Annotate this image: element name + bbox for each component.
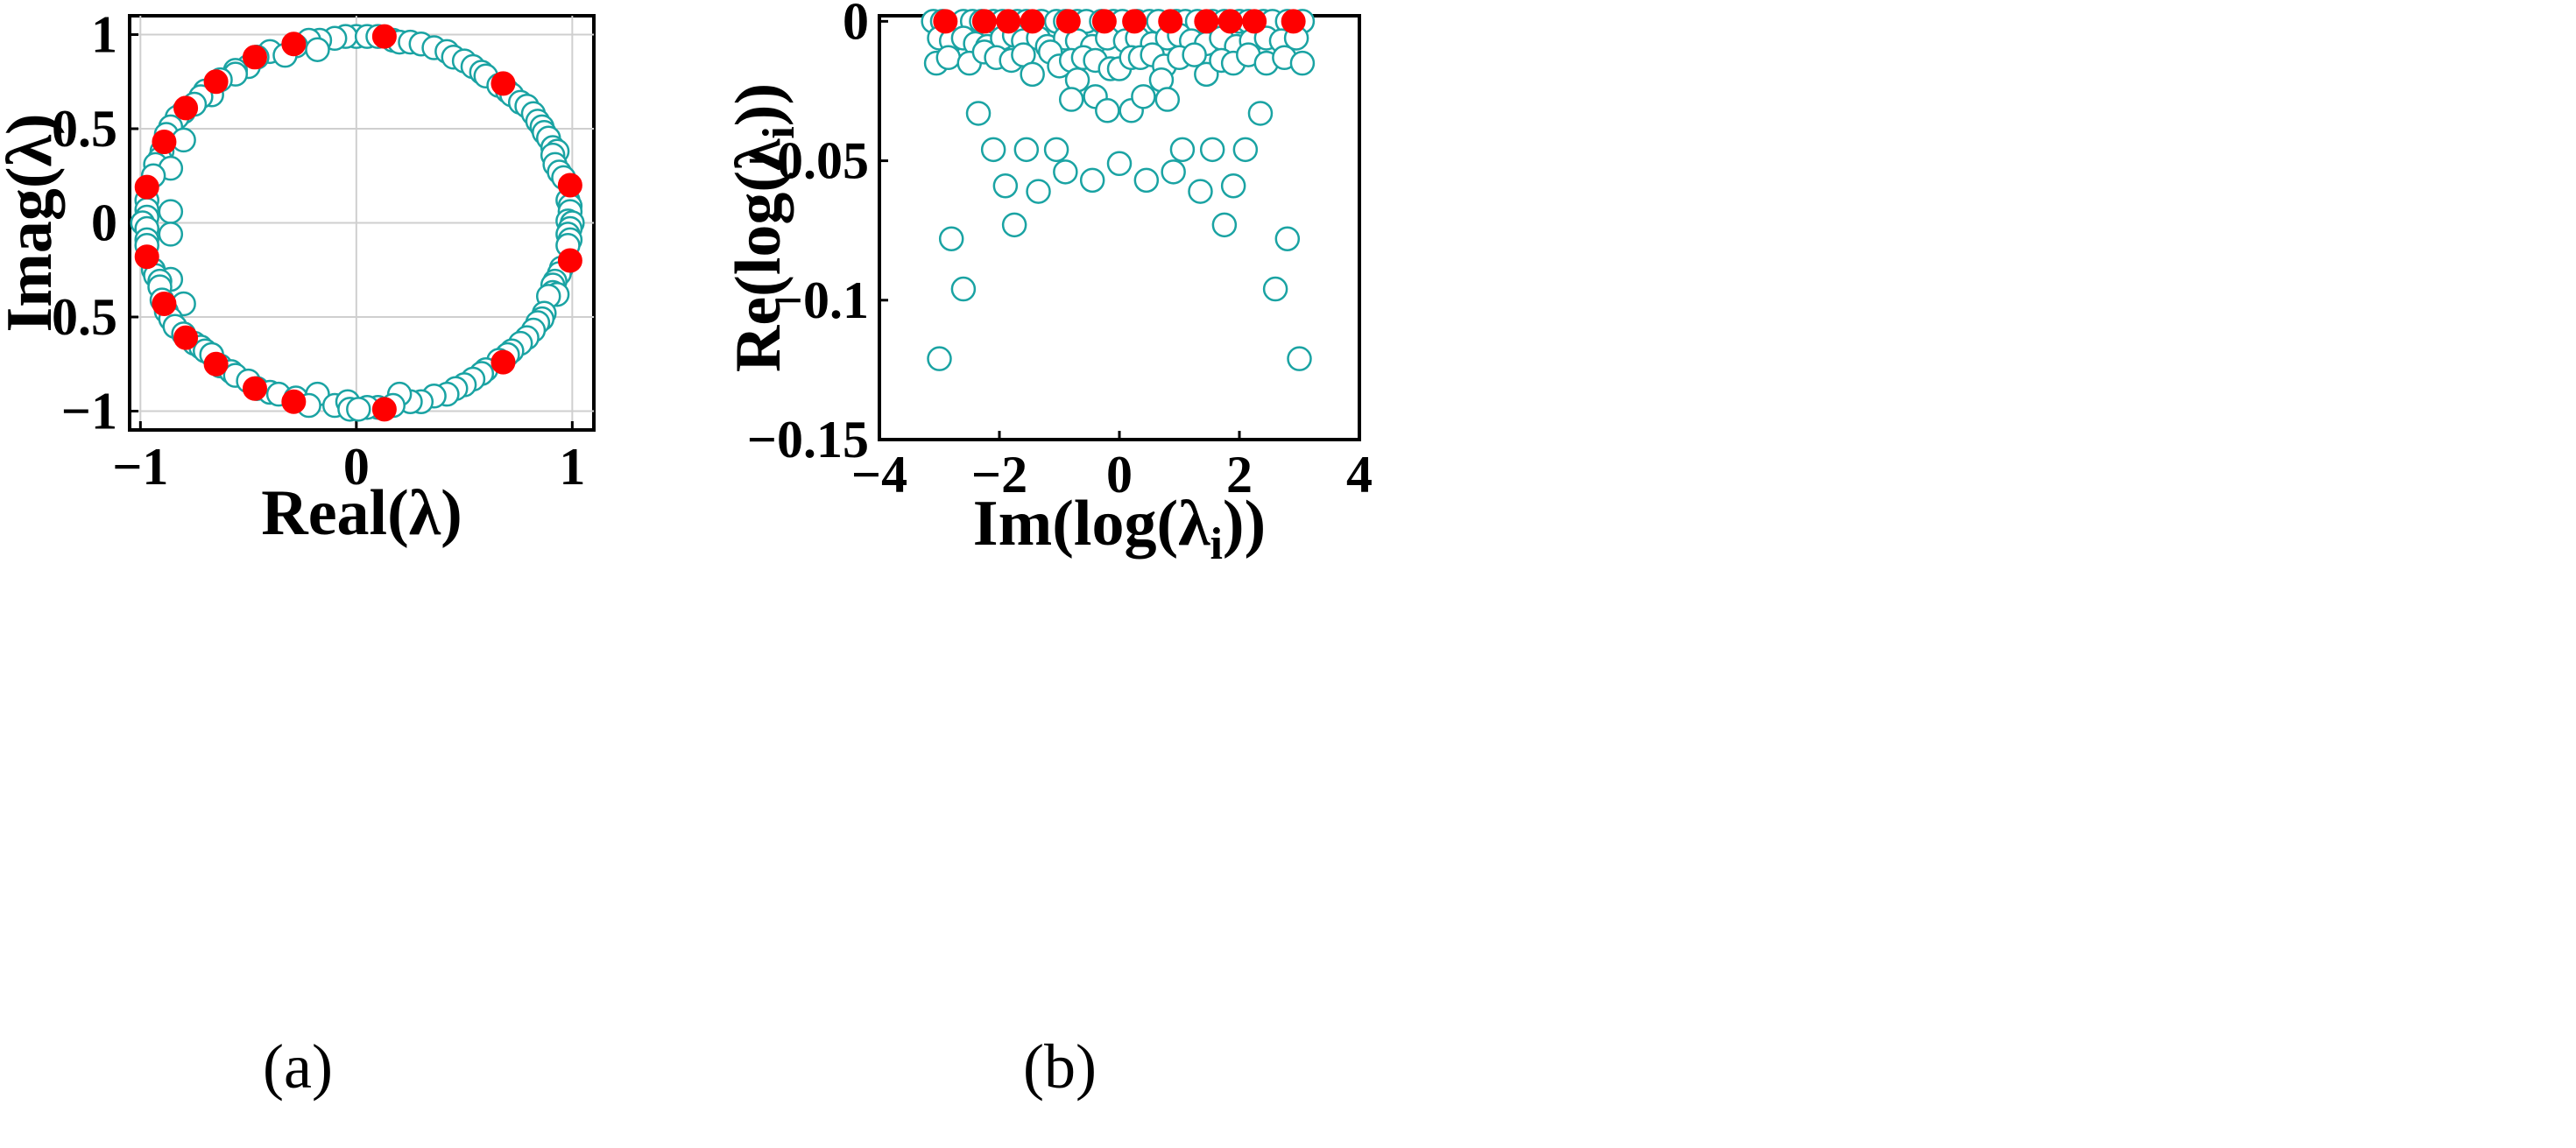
panel-b-y-tick-label: −0.1 bbox=[773, 271, 869, 329]
panel-a-x-tick-label: 0 bbox=[343, 438, 370, 496]
panel-a-eigenvalue-point bbox=[346, 397, 371, 422]
panel-a-highlight-point bbox=[557, 248, 582, 273]
panel-b-eigenvalue-point bbox=[1169, 137, 1196, 163]
panel-a-y-tick-label: 0 bbox=[91, 194, 117, 252]
panel-b-eigenvalue-point bbox=[927, 346, 952, 371]
panel-b-eigenvalue-point bbox=[980, 137, 1006, 163]
panel-b-eigenvalue-point bbox=[1262, 276, 1288, 302]
panel-b-eigenvalue-point bbox=[1095, 98, 1120, 123]
panel-b-eigenvalue-point bbox=[1182, 42, 1207, 67]
panel-b-y-tick-label: −0.15 bbox=[747, 411, 869, 468]
panel-b-highlight-point bbox=[1242, 9, 1267, 34]
panel-a-eigenvalue-point bbox=[158, 222, 184, 247]
panel-b-highlight-point bbox=[996, 9, 1021, 34]
panel-b-eigenvalue-point bbox=[1199, 137, 1225, 163]
panel-a-y-tick-label: 0.5 bbox=[52, 100, 117, 158]
panel-a-grid bbox=[130, 16, 594, 430]
panel-a-eigenvalue-point bbox=[158, 199, 184, 224]
panel-b-highlight-point bbox=[1055, 9, 1081, 34]
panel-a-highlight-point bbox=[281, 32, 307, 57]
panel-a-eigenvalue-point bbox=[305, 37, 330, 62]
panel-b-highlight-point bbox=[1158, 9, 1183, 34]
panel-b-points bbox=[921, 9, 1316, 371]
panel-b-eigenvalue-point bbox=[1211, 212, 1238, 238]
panel-b-eigenvalue-point bbox=[1043, 137, 1069, 163]
panel-b-eigenvalue-point bbox=[1079, 167, 1105, 194]
panel-b-eigenvalue-point bbox=[1013, 137, 1040, 163]
panel-b-eigenvalue-point bbox=[1232, 137, 1259, 163]
panel-b-y-tick-label: −0.05 bbox=[747, 132, 869, 190]
panel-a-highlight-point bbox=[134, 174, 159, 200]
panel-a-x-tick-label: −1 bbox=[112, 438, 168, 496]
panel-b-eigenvalue-point bbox=[1247, 101, 1274, 126]
panel-a-highlight-point bbox=[203, 69, 229, 95]
panel-b-eigenvalue-point bbox=[935, 45, 962, 71]
panel-b-ticks: −4 −2 0 2 4 0 −0.05 −0.1 −0.15 bbox=[747, 0, 1373, 504]
panel-b-caption-label: (b) bbox=[1023, 1032, 1097, 1102]
panel-a-highlight-point bbox=[557, 173, 582, 198]
panel-b-eigenvalue-point bbox=[950, 276, 977, 302]
panel-b: −4 −2 0 2 4 0 −0.05 −0.1 −0.15 Im(log(λi)) Re(lo… bbox=[723, 0, 1373, 1102]
panel-b-eigenvalue-point bbox=[1274, 226, 1301, 251]
panel-a-highlight-point bbox=[371, 24, 397, 49]
panel-b-eigenvalue-point bbox=[1287, 346, 1312, 371]
panel-a-highlight-point bbox=[173, 95, 199, 121]
panel-a-y-axis-label: Imag(λ) bbox=[0, 113, 66, 332]
panel-b-eigenvalue-point bbox=[1058, 87, 1084, 112]
panel-b-eigenvalue-point bbox=[992, 173, 1019, 199]
panel-a-highlight-point bbox=[203, 351, 229, 377]
panel-a-highlight-point bbox=[371, 397, 397, 422]
panel-a-highlight-point bbox=[281, 389, 307, 414]
panel-b-x-tick-label: 0 bbox=[1106, 446, 1133, 504]
panel-b-highlight-point bbox=[1194, 9, 1219, 34]
panel-b-highlight-point bbox=[1217, 9, 1243, 34]
panel-a-y-tick-label: −1 bbox=[61, 383, 117, 440]
panel-a-highlight-point bbox=[152, 130, 177, 155]
panel-a-x-axis-label: Real(λ) bbox=[261, 477, 462, 549]
panel-b-eigenvalue-point bbox=[1106, 151, 1133, 177]
panel-a-highlight-point bbox=[242, 45, 267, 70]
panel-b-eigenvalue-point bbox=[1220, 173, 1246, 199]
panel-b-x-tick-label: −2 bbox=[971, 446, 1027, 504]
panel-b-eigenvalue-point bbox=[1188, 179, 1213, 204]
panel-a-highlight-point bbox=[173, 325, 199, 350]
panel-b-highlight-point bbox=[1020, 9, 1045, 34]
panel-a-ticks: −1 0 1 −1 −0.5 0 0.5 1 bbox=[22, 6, 586, 497]
panel-b-highlight-point bbox=[1122, 9, 1147, 34]
panel-b-y-tick-label: 0 bbox=[843, 0, 869, 50]
panel-b-x-tick-label: 2 bbox=[1226, 446, 1253, 504]
panel-a-highlight-point bbox=[134, 244, 159, 270]
panel-a-points bbox=[130, 24, 585, 422]
panel-b-y-axis-label: Re(log(λi)) bbox=[723, 83, 804, 372]
panel-a-highlight-point bbox=[152, 291, 177, 316]
panel-b-eigenvalue-point bbox=[1161, 159, 1186, 185]
panel-a-x-tick-label: 1 bbox=[559, 438, 585, 496]
panel-b-eigenvalue-point bbox=[1133, 167, 1160, 194]
panel-b-highlight-point bbox=[971, 9, 997, 34]
panel-a-highlight-point bbox=[490, 71, 516, 96]
panel-a: −1 0 1 −1 −0.5 0 0.5 1 Real(λ) Imag(λ) (a) bbox=[0, 6, 596, 1102]
panel-b-eigenvalue-point bbox=[1131, 84, 1156, 109]
panel-b-x-tick-label: −4 bbox=[851, 446, 907, 504]
panel-a-highlight-point bbox=[242, 376, 267, 401]
panel-b-highlight-point bbox=[1091, 9, 1117, 34]
panel-b-highlight-point bbox=[1281, 9, 1306, 34]
panel-b-eigenvalue-point bbox=[965, 101, 992, 126]
panel-b-eigenvalue-point bbox=[938, 226, 964, 251]
panel-b-highlight-point bbox=[933, 9, 958, 34]
panel-a-highlight-point bbox=[490, 349, 516, 375]
panel-a-y-tick-label: 1 bbox=[91, 6, 117, 64]
panel-b-eigenvalue-point bbox=[1154, 87, 1181, 112]
panel-b-x-axis-label: Im(log(λi)) bbox=[973, 488, 1266, 569]
panel-b-eigenvalue-point bbox=[1289, 50, 1316, 76]
panel-b-eigenvalue-point bbox=[1026, 179, 1051, 204]
panel-b-eigenvalue-point bbox=[1020, 61, 1045, 88]
panel-b-x-tick-label: 4 bbox=[1346, 446, 1373, 504]
panel-b-eigenvalue-point bbox=[1053, 159, 1078, 185]
panel-b-eigenvalue-point bbox=[1001, 212, 1027, 238]
panel-a-caption-label: (a) bbox=[263, 1032, 333, 1102]
panel-a-y-tick-label: −0.5 bbox=[22, 288, 117, 346]
